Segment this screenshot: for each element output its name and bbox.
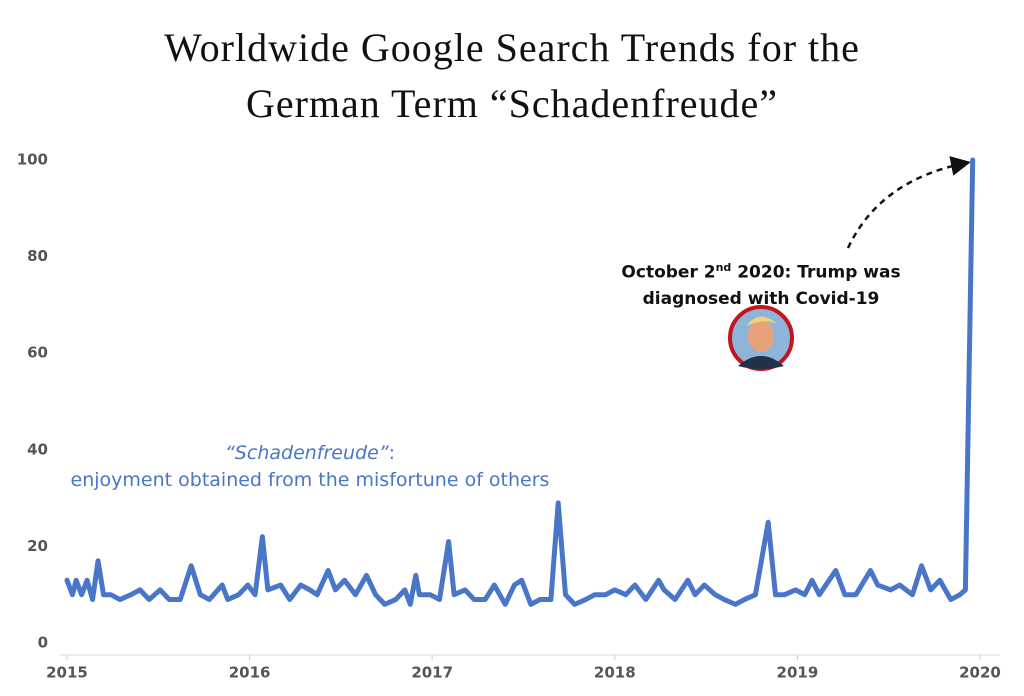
- chart-title: Worldwide Google Search Trends for the G…: [164, 25, 860, 126]
- y-tick-label: 40: [27, 440, 48, 458]
- arrow: [846, 156, 971, 249]
- y-tick-label: 0: [38, 634, 48, 652]
- y-tick-label: 60: [27, 344, 48, 362]
- annotation-text: October 2: [621, 262, 716, 283]
- annotation: October 2nd 2020: Trump was diagnosed wi…: [596, 255, 926, 312]
- x-tick-label: 2019: [777, 664, 819, 682]
- definition-text: enjoyment obtained from the misfortune o…: [70, 469, 550, 491]
- definition: “Schadenfreude”: enjoyment obtained from …: [50, 440, 570, 494]
- x-tick-label: 2017: [411, 664, 453, 682]
- annotation-text: 2020: Trump was diagnosed with Covid-19: [642, 262, 901, 309]
- line: [64, 157, 976, 607]
- definition-term: “Schadenfreude”: [224, 442, 389, 464]
- x-tick-label: 2015: [46, 664, 88, 682]
- y-tick-label: 100: [17, 151, 48, 169]
- x-tick-label: 2018: [594, 664, 636, 682]
- trump-photo: [728, 305, 794, 371]
- y-tick-label: 20: [27, 537, 48, 555]
- x-tick-label: 2016: [229, 664, 271, 682]
- definition-sep: :: [388, 442, 396, 464]
- x-tick-label: 2020: [959, 664, 1001, 682]
- y-tick-label: 80: [27, 247, 48, 265]
- annotation-sup: nd: [715, 261, 732, 274]
